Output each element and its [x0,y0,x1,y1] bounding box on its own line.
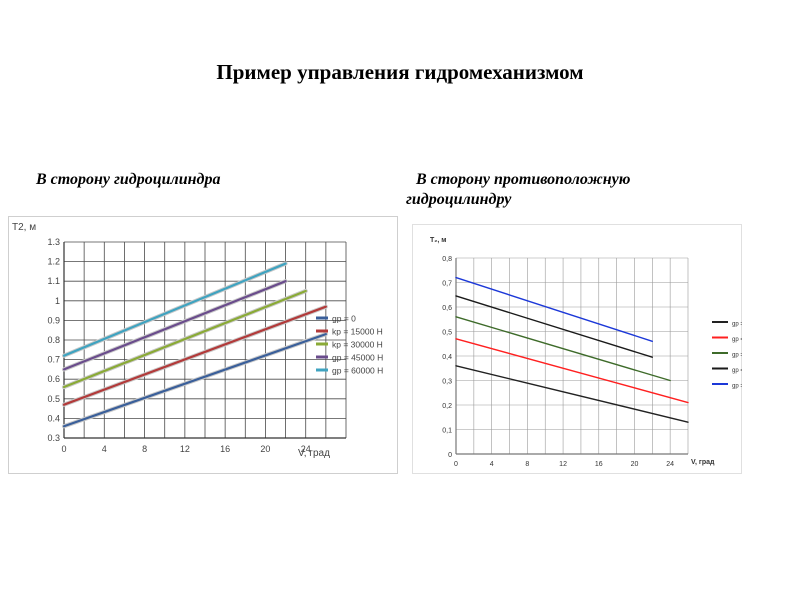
legend-label: kp = 30000 H [332,340,383,350]
y-tick-label: 0,7 [442,281,452,288]
x-tick-label: 24 [666,461,674,468]
chart-right: 0 0,1 0,2 0,3 0,4 0,5 0,6 0,7 0,8 0 4 8 12 16 20 24 T₂, … [412,224,742,474]
legend-label: gp = 60000 H [332,366,383,376]
y-tick-label: 0,8 [442,256,452,263]
series-line [62,305,327,406]
x-axis-label: V, град [298,448,330,459]
x-tick-label: 12 [180,444,190,454]
series-line [62,262,287,357]
chart-frame [412,224,742,474]
y-tick-label: 0,2 [442,403,452,410]
chart-right-svg: 0 0,1 0,2 0,3 0,4 0,5 0,6 0,7 0,8 0 4 8 12 16 20 24 T₂, … [412,224,742,474]
x-tick-label: 4 [102,444,107,454]
y-tick-label: 0,3 [442,379,452,386]
y-tick-label: 1.2 [47,257,60,267]
x-tick-label: 20 [260,444,270,454]
series-line [455,316,671,382]
legend-label: gp = 15000 H [732,337,742,343]
chart-frame [8,216,398,474]
y-tick-label: 0,5 [442,330,452,337]
subtitle-right: В сторону противоположную гидроцилиндру [406,170,736,210]
chart-left-svg: 0.3 0.4 0.5 0.6 0.7 0.8 0.9 1 1.1 1.2 1.3 0 4 8 12 16 20… [8,216,398,474]
y-tick-label: 0 [448,452,452,459]
y-tick-label: 0.8 [47,335,60,345]
x-tick-label: 12 [559,461,567,468]
x-tick-label: 24 [301,444,311,454]
y-tick-label: 0.7 [47,355,60,365]
series-line [455,338,689,404]
y-tick-label: 0,6 [442,305,452,312]
y-axis-label: T₂, м [430,237,446,244]
x-axis-label: V, град [691,459,715,466]
chart-group: 0.3 0.4 0.5 0.6 0.7 0.8 0.9 1 1.1 1.2 1.3 0 4 8 12 16 20… [8,216,398,474]
legend-label: gp = 0 [732,322,742,328]
legend-label: gp = 45000 H [332,353,383,363]
chart-left: 0.3 0.4 0.5 0.6 0.7 0.8 0.9 1 1.1 1.2 1.3 0 4 8 12 16 20… [8,216,398,474]
x-tick-label: 8 [525,461,529,468]
x-tick-label: 0 [61,444,66,454]
subtitle-left: В сторону гидроцилиндра [36,171,221,188]
y-tick-label: 1 [55,296,60,306]
x-tick-label: 0 [454,461,458,468]
legend-label: gp = 45000 H [732,368,742,374]
x-tick-label: 16 [595,461,603,468]
series-line [455,276,654,343]
y-tick-label: 0.5 [47,394,60,404]
legend-label: gp = 0 [332,314,356,324]
y-tick-label: 1.3 [47,237,60,247]
chart-group: 0 0,1 0,2 0,3 0,4 0,5 0,6 0,7 0,8 0 4 8 12 16 20 24 T₂, … [412,224,742,474]
x-tick-label: 8 [142,444,147,454]
series-line [62,289,307,389]
subtitle-right-line-1: В сторону противоположную [416,171,631,188]
y-tick-label: 0.9 [47,315,60,325]
legend-label: gp = 60000 H [732,384,742,390]
series-line [62,280,287,371]
series-line [62,333,327,428]
page-title: Пример управления гидромеханизмом [216,60,584,84]
y-tick-label: 1.1 [47,276,60,286]
x-tick-label: 20 [631,461,639,468]
y-axis-label: T2, м [12,222,36,233]
y-tick-label: 0.3 [47,433,60,443]
x-tick-label: 16 [220,444,230,454]
series-line [455,295,654,358]
subtitle-right-line-2: гидроцилиндру [406,191,512,208]
y-tick-label: 0,1 [442,428,452,435]
x-tick-label: 4 [490,461,494,468]
series-line [455,365,689,423]
y-tick-label: 0.6 [47,374,60,384]
y-tick-label: 0,4 [442,354,452,361]
y-tick-label: 0.4 [47,413,60,423]
legend-label: kp = 15000 H [332,327,383,337]
legend-label: gp = 30000 H [732,353,742,359]
